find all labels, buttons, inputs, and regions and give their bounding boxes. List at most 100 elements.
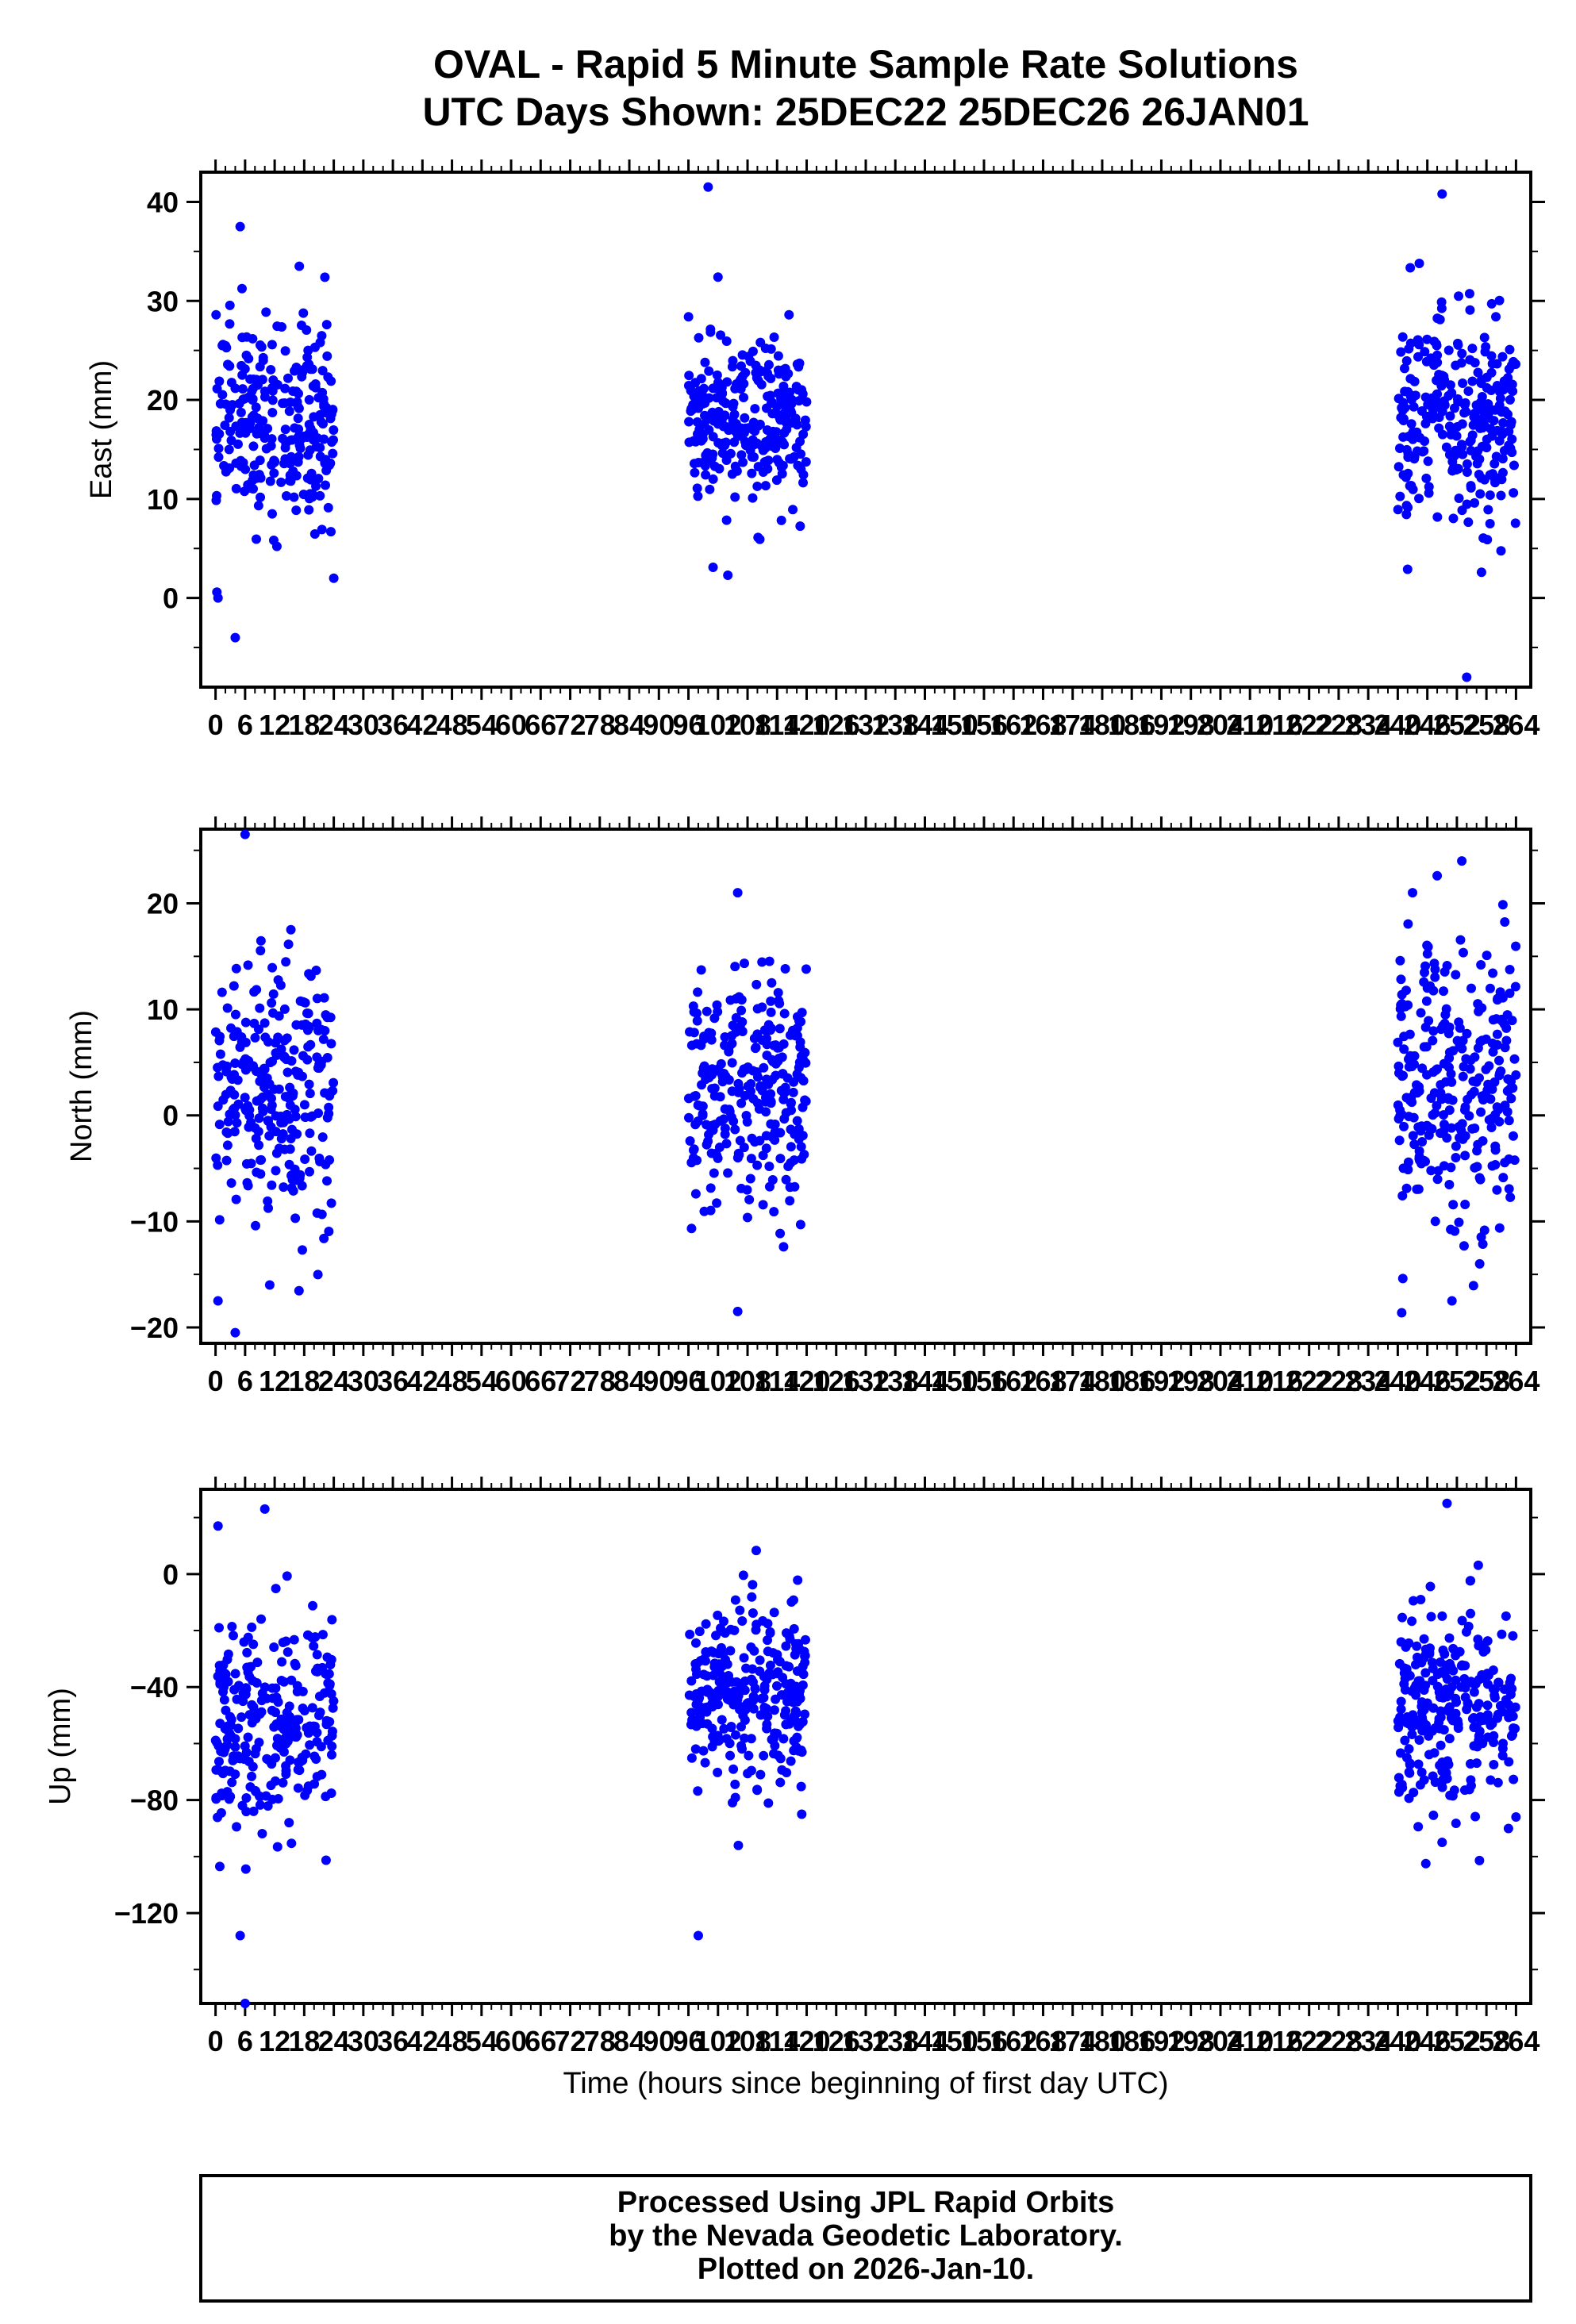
data-point <box>223 1116 233 1127</box>
data-point <box>238 1688 248 1698</box>
data-point <box>1397 1071 1407 1081</box>
data-point <box>1482 382 1492 393</box>
data-point <box>1435 314 1445 325</box>
data-point-outlier <box>1402 564 1413 574</box>
data-point <box>1460 1692 1470 1703</box>
data-point <box>1478 1135 1488 1146</box>
data-point <box>1494 1055 1505 1066</box>
data-point <box>1484 1115 1494 1125</box>
data-point <box>261 307 271 317</box>
data-point <box>735 376 745 386</box>
data-point <box>246 1158 256 1169</box>
data-point <box>775 998 785 1008</box>
x-tick-label: 186 <box>1108 2025 1155 2057</box>
data-point <box>757 957 767 967</box>
data-point <box>700 1757 710 1768</box>
data-point <box>767 1132 778 1143</box>
x-tick-label: 12 <box>259 1365 290 1397</box>
data-point <box>698 1746 709 1756</box>
data-point <box>317 1132 328 1143</box>
data-point <box>290 1661 301 1671</box>
data-point <box>222 1140 233 1150</box>
data-point <box>702 1647 713 1658</box>
data-point <box>1404 432 1414 442</box>
data-point <box>686 1158 697 1168</box>
plot-frame <box>199 1488 1532 2005</box>
data-point <box>221 1669 231 1680</box>
data-point <box>763 1619 773 1629</box>
data-point <box>1466 482 1476 493</box>
data-point <box>1416 1697 1427 1707</box>
data-point <box>1489 1759 1499 1769</box>
data-point <box>748 346 758 356</box>
x-tick-label: 126 <box>813 2025 860 2057</box>
data-point <box>741 1663 751 1673</box>
data-point <box>789 1746 799 1756</box>
data-point <box>212 490 222 501</box>
data-point <box>1448 513 1459 524</box>
data-point <box>1405 263 1416 273</box>
data-point-outlier <box>1476 567 1486 578</box>
data-point <box>786 408 797 418</box>
data-point <box>1413 1759 1424 1769</box>
data-point <box>733 1840 744 1850</box>
data-point <box>1393 1061 1404 1071</box>
data-point <box>1505 394 1515 405</box>
data-point <box>283 1647 293 1658</box>
data-point <box>1438 1645 1448 1655</box>
data-point <box>692 1016 702 1026</box>
data-point <box>744 1750 754 1761</box>
data-point <box>1428 1810 1439 1820</box>
data-point <box>1467 1714 1478 1724</box>
data-point <box>1446 1069 1456 1079</box>
data-point <box>706 1035 717 1045</box>
data-point <box>1509 460 1519 471</box>
data-point <box>265 1058 275 1068</box>
y-tick-label: 0 <box>163 1558 179 1591</box>
x-tick-label: 12 <box>259 2025 290 2057</box>
data-point <box>1397 405 1408 416</box>
y-tick-label: 30 <box>147 285 179 317</box>
x-tick-label: 114 <box>754 2025 800 2057</box>
data-point <box>1403 452 1413 463</box>
y-axis-label: East (mm) <box>85 360 118 499</box>
data-point <box>1505 420 1516 430</box>
data-point <box>1463 1621 1474 1631</box>
data-point <box>301 1749 311 1759</box>
data-point <box>265 476 275 486</box>
data-point <box>745 1174 755 1184</box>
data-point <box>1420 1668 1431 1678</box>
data-point <box>254 1738 264 1748</box>
x-tick-label: 150 <box>931 709 978 741</box>
data-point <box>1500 916 1510 927</box>
data-point <box>1416 1158 1427 1169</box>
data-point <box>285 1755 295 1765</box>
x-tick-label: 258 <box>1463 2025 1510 2057</box>
data-point <box>312 1650 322 1660</box>
data-point <box>215 1031 225 1042</box>
data-point <box>296 321 306 331</box>
data-point <box>278 1129 288 1139</box>
data-point <box>214 1861 225 1872</box>
data-point <box>786 1099 796 1109</box>
data-point <box>1473 999 1483 1009</box>
data-point <box>736 1098 747 1108</box>
data-point <box>1435 1723 1445 1734</box>
data-point <box>213 1101 223 1112</box>
data-point <box>774 1043 784 1053</box>
data-point <box>1416 1594 1426 1604</box>
data-point <box>752 1160 763 1170</box>
data-point <box>1500 406 1510 417</box>
data-point <box>764 1161 775 1171</box>
data-point <box>1460 1683 1470 1693</box>
data-point <box>725 1624 736 1634</box>
data-point <box>775 1024 785 1034</box>
x-tick-label: 78 <box>584 709 616 741</box>
data-point-outlier <box>1408 888 1418 898</box>
data-point <box>222 1003 233 1013</box>
data-point <box>230 1742 240 1752</box>
data-point <box>1420 967 1430 978</box>
y-tick-label: 20 <box>147 888 179 920</box>
data-point <box>1407 1062 1417 1072</box>
data-point <box>1507 1684 1517 1694</box>
